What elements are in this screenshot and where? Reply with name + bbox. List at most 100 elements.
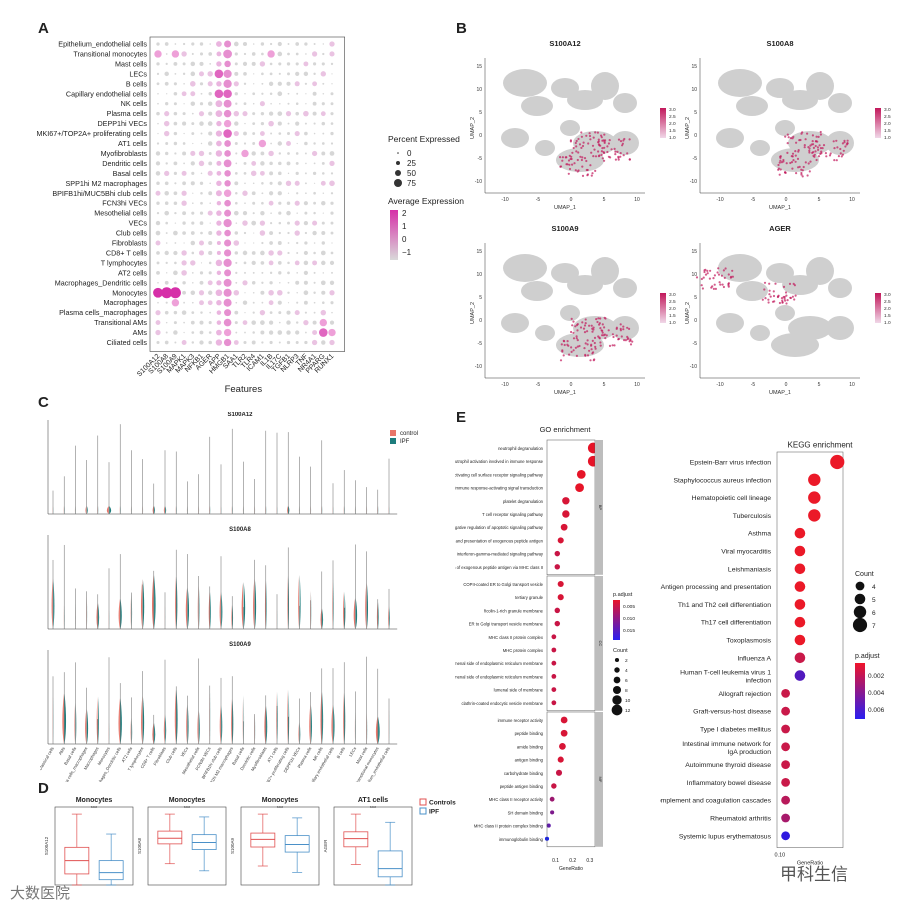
dot-nfkb1 — [198, 111, 205, 117]
dot-s100a12 — [156, 270, 160, 275]
dot-hmgb1 — [223, 338, 232, 347]
violin-control — [106, 506, 109, 514]
kegg-padj-label: 0.002 — [868, 673, 885, 680]
kegg-x-title: GeneRatio — [797, 861, 823, 867]
dot-il1b — [269, 271, 273, 275]
dot-icam1 — [261, 192, 264, 195]
y-axis-title: UMAP_2 — [470, 117, 476, 139]
expr-point — [603, 159, 606, 162]
dot-il17c — [278, 271, 282, 275]
expr-point — [839, 152, 842, 155]
dot-il17c — [277, 261, 282, 265]
kegg-term-label: Systemic lupus erythematosus — [679, 833, 772, 840]
dot-tgfb1 — [287, 172, 290, 175]
dot-saa1 — [233, 41, 239, 47]
dot-il17c — [277, 300, 282, 305]
color-scale-label: 1.0 — [669, 135, 676, 141]
go-term-label: clathrin-coated endocytic vesicle membra… — [462, 701, 544, 706]
expr-point — [573, 162, 576, 165]
violin-ipf — [154, 723, 156, 744]
dot-app — [215, 150, 223, 157]
expr-point — [703, 270, 706, 274]
dot-tnf — [303, 260, 309, 266]
kegg-x-tick: 0.10 — [775, 853, 786, 859]
dot-tlr2 — [243, 82, 247, 85]
violin-ipf — [109, 506, 112, 514]
dot-nfkb1 — [199, 42, 204, 46]
dot-saa1 — [235, 261, 238, 264]
dot-s100a12 — [157, 281, 159, 284]
dot-mapk1 — [182, 142, 186, 145]
box-ylabel: S100A9 — [230, 837, 235, 854]
dot-app — [216, 160, 222, 166]
dot-nr4a1 — [311, 150, 318, 157]
dot-nfkb1 — [198, 160, 205, 167]
expr-point — [578, 143, 582, 146]
umap-panel-ager: AGER-10 -5 0 5 10151050-5-10UMAP_1UMAP_23.02… — [685, 224, 891, 396]
expr-point — [567, 172, 570, 175]
dot-il1b — [268, 111, 274, 116]
dot-mapk3 — [190, 260, 196, 266]
dot-mapk3 — [190, 231, 195, 235]
violin-title: S100A9 — [229, 642, 251, 648]
violin-ipf — [266, 580, 267, 629]
box-frame — [333, 806, 413, 886]
cell-cluster — [521, 281, 553, 301]
expr-point — [783, 297, 786, 300]
cell-cluster — [560, 305, 580, 321]
expr-point — [790, 155, 793, 158]
dot-tnf — [304, 172, 307, 175]
kegg-dot — [781, 760, 791, 769]
dot-tlr2 — [243, 161, 247, 165]
cell-type-label: AMs — [133, 328, 148, 337]
cell-cluster — [613, 93, 637, 113]
dot-tnf — [304, 241, 308, 245]
dot-app — [215, 289, 223, 297]
dot-runx1 — [330, 172, 334, 175]
dot-nr4a1 — [313, 242, 316, 244]
x-tick: 0 — [785, 382, 788, 388]
violin-control — [320, 691, 322, 744]
expr-point — [622, 328, 625, 331]
cell-type-label: Plasma cells — [107, 109, 148, 118]
cell-type-label: Macrophages_Dendritic cells — [55, 278, 148, 287]
violin-control — [320, 608, 322, 629]
go-term-label: negative regulation of apoptotic signali… — [455, 525, 544, 530]
violin-control — [353, 598, 356, 629]
dot-s100a8 — [165, 321, 168, 324]
dot-app — [215, 110, 223, 118]
violin-ipf — [187, 704, 189, 744]
expr-point — [619, 140, 623, 143]
dot-icam1 — [260, 42, 265, 46]
expr-point — [836, 146, 839, 149]
go-term-label: platelet degranulation — [503, 499, 544, 504]
expr-point — [807, 162, 810, 165]
expr-point — [608, 344, 612, 347]
expr-point — [619, 327, 622, 330]
dot-il17c — [278, 161, 282, 166]
violin-control — [343, 591, 344, 629]
expr-point — [777, 163, 780, 167]
dot-icam1 — [258, 139, 267, 148]
dot-ager — [207, 210, 213, 216]
color-scale-bar — [660, 293, 666, 323]
expr-point — [599, 327, 602, 330]
dot-nfkb1 — [200, 231, 203, 235]
box-frame — [54, 806, 134, 886]
dot-icam1 — [260, 151, 265, 156]
violin-ipf — [243, 582, 246, 629]
umap-title: AGER — [769, 224, 791, 233]
violin-ipf — [98, 696, 99, 744]
expr-point — [592, 351, 595, 354]
dot-mapk1 — [182, 290, 186, 295]
cell-cluster — [782, 90, 818, 110]
expr-point — [590, 343, 593, 346]
legend-swatch — [390, 430, 396, 436]
dot-app — [216, 81, 222, 87]
kegg-dot — [794, 527, 806, 539]
expr-point — [626, 335, 629, 338]
cell-type-label: DEPP1hi VECs — [97, 119, 147, 128]
kegg-dot — [794, 581, 806, 592]
expr-point — [701, 287, 704, 290]
dot-tlr2 — [243, 171, 247, 175]
